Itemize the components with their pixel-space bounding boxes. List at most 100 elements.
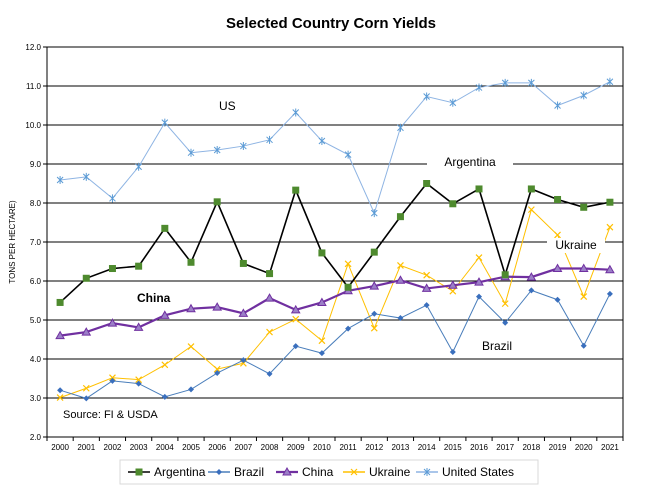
data-point-china [238, 308, 249, 317]
data-point-brazil [528, 287, 535, 294]
data-point-brazil [214, 370, 221, 377]
y-tick-label: 2.0 [30, 433, 42, 442]
annotation-background [207, 98, 241, 114]
x-tick-label: 2020 [575, 443, 593, 452]
series-brazil [57, 287, 613, 402]
data-point-united-states [501, 78, 509, 87]
annotation-background [427, 155, 513, 170]
x-tick-label: 2014 [418, 443, 436, 452]
data-point-united-states [213, 145, 221, 154]
data-point-argentina [82, 274, 90, 282]
data-point-united-states [135, 162, 142, 171]
data-point-united-states [449, 98, 457, 107]
x-tick-label: 2009 [287, 443, 305, 452]
series-united-states [56, 77, 614, 218]
annotations: US Argentina Ukraine China Brazil Source: FI … [59, 98, 605, 422]
series-argentina [56, 180, 614, 306]
annotation-brazil: Brazil [482, 339, 512, 353]
data-point-brazil [83, 395, 90, 402]
x-tick-label: 2011 [339, 443, 357, 452]
annotation-china: China [137, 291, 171, 305]
data-point-ukraine [266, 328, 273, 336]
data-point-china [264, 293, 275, 302]
x-tick-label: 2002 [104, 443, 122, 452]
data-point-argentina [292, 186, 300, 194]
legend-item-brazil: Brazil [208, 465, 264, 479]
series-line-argentina [59, 182, 611, 304]
legend-box [119, 459, 539, 485]
data-point-brazil [476, 293, 482, 300]
series-layer [55, 77, 615, 402]
y-tick-label: 8.0 [30, 199, 42, 208]
data-point-argentina [56, 298, 64, 306]
data-point-argentina [449, 200, 457, 208]
data-point-china [133, 322, 144, 331]
data-point-argentina [344, 283, 352, 291]
data-point-china [578, 263, 589, 273]
data-point-brazil [57, 387, 64, 394]
data-point-brazil [109, 377, 116, 384]
annotation-background [59, 406, 175, 422]
data-point-brazil [449, 348, 456, 355]
data-point-united-states [240, 142, 247, 151]
data-point-argentina [580, 203, 588, 211]
data-point-china [552, 263, 563, 273]
data-point-china [107, 318, 118, 327]
legend-item-united-states: United States [416, 465, 514, 479]
data-point-ukraine [527, 206, 535, 214]
data-point-brazil [135, 380, 142, 387]
y-tick-label: 3.0 [30, 394, 42, 403]
x-tick-label: 2000 [51, 443, 69, 452]
data-point-brazil [580, 342, 587, 349]
legend-label-united-states: United States [442, 465, 514, 479]
data-point-argentina [213, 198, 221, 206]
data-point-argentina [396, 213, 404, 221]
data-point-united-states [344, 150, 352, 159]
data-point-ukraine [344, 260, 352, 268]
data-point-united-states [475, 83, 483, 92]
data-point-china [317, 297, 327, 306]
data-point-china [447, 280, 458, 289]
data-point-united-states [397, 123, 404, 132]
series-line-united-states [60, 81, 611, 215]
data-point-brazil [161, 393, 168, 400]
data-point-united-states [423, 92, 430, 101]
annotation-background [463, 339, 531, 354]
data-point-brazil [292, 343, 299, 350]
data-point-united-states [266, 135, 273, 144]
data-point-united-states [318, 136, 326, 145]
data-point-ukraine [56, 394, 64, 402]
x-tick-label: 2015 [444, 443, 462, 452]
data-point-ukraine [82, 384, 90, 392]
data-point-china [395, 275, 406, 284]
legend-item-ukraine: Ukraine [343, 465, 411, 479]
y-tick-label: 10.0 [25, 121, 41, 130]
data-point-brazil [606, 290, 613, 297]
x-tick-label: 2013 [392, 443, 410, 452]
data-point-brazil [266, 370, 273, 377]
data-point-united-states [528, 78, 535, 87]
y-tick-label: 4.0 [30, 355, 42, 364]
x-tick-label: 2016 [470, 443, 488, 452]
x-tick-label: 2021 [601, 443, 619, 452]
legend-marker-brazil [216, 469, 222, 475]
data-point-china [55, 330, 65, 340]
x-tick-label: 2010 [313, 443, 331, 452]
data-point-brazil [423, 302, 430, 309]
legend-item-china: China [276, 465, 334, 479]
data-point-argentina [266, 270, 274, 278]
data-point-china [290, 304, 301, 314]
data-point-united-states [580, 91, 588, 100]
gridlines [47, 46, 623, 399]
data-point-ukraine [475, 254, 483, 262]
annotation-argentina: Argentina [444, 155, 496, 169]
data-point-united-states [554, 101, 561, 110]
data-point-china [421, 283, 432, 292]
data-point-argentina [239, 259, 247, 267]
data-point-united-states [109, 194, 116, 203]
x-tick-label: 2004 [156, 443, 174, 452]
legend-label-argentina: Argentina [154, 465, 206, 479]
data-point-argentina [423, 180, 431, 187]
x-tick-label: 2003 [130, 443, 148, 452]
